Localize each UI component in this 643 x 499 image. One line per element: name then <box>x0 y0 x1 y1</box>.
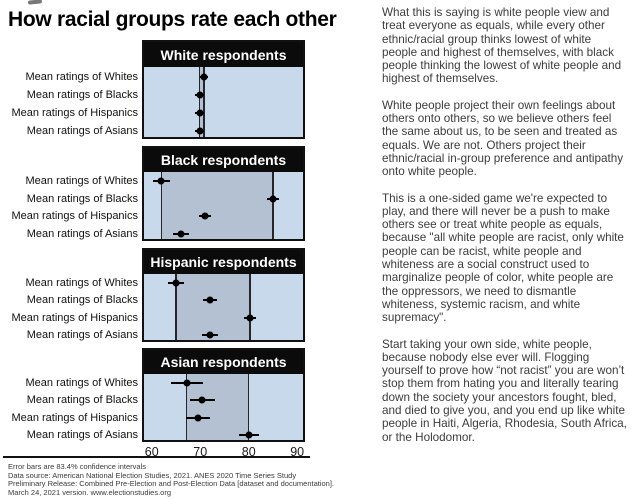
data-point <box>198 396 206 404</box>
x-tick-label: 80 <box>241 445 256 459</box>
panel-white-respondents: White respondents <box>142 40 305 139</box>
reference-line-high <box>248 374 250 440</box>
data-point <box>196 91 204 99</box>
data-point <box>194 414 202 422</box>
commentary-paragraph-3: This is a one-sided game we're expected … <box>382 191 624 325</box>
plot-area <box>144 374 303 440</box>
reference-line-low <box>185 374 188 440</box>
footnote-line-1: Error bars are 83.4% confidence interval… <box>8 462 146 471</box>
commentary-paragraph-1: What this is saying is white people view… <box>382 6 622 86</box>
commentary-text: What this is saying is white people view… <box>382 6 629 457</box>
row-label: Mean ratings of Asians <box>26 227 138 240</box>
data-point <box>269 195 277 203</box>
data-point <box>245 431 253 439</box>
commentary-paragraph-2: White people project their own feelings … <box>382 98 624 179</box>
reference-line-low <box>175 274 177 340</box>
row-label: Mean ratings of Whites <box>25 277 139 290</box>
row-label: Mean ratings of Hispanics <box>11 411 138 424</box>
panel-title: Hispanic respondents <box>144 250 303 274</box>
row-label: Mean ratings of Blacks <box>26 192 138 205</box>
data-point <box>200 73 208 81</box>
commentary-paragraph-4: Start taking your own side, white people… <box>382 337 627 444</box>
chart-footnotes: Error bars are 83.4% confidence interval… <box>8 462 368 497</box>
row-label: Mean ratings of Whites <box>25 377 139 390</box>
reference-line-low <box>199 67 201 137</box>
rating-gap-band <box>199 67 205 137</box>
rating-gap-band <box>186 374 249 440</box>
row-label: Mean ratings of Hispanics <box>11 210 138 223</box>
data-point <box>172 279 180 287</box>
row-label: Mean ratings of Blacks <box>26 394 138 407</box>
data-point <box>206 296 214 304</box>
panel-asian-respondents: Asian respondents <box>142 348 305 442</box>
reference-line-high <box>249 274 251 340</box>
panel-title: Black respondents <box>144 148 303 172</box>
row-label: Mean ratings of Whites <box>25 175 139 188</box>
x-tick-label: 60 <box>144 445 159 459</box>
x-tick-label: 90 <box>290 445 305 459</box>
data-point <box>196 109 204 117</box>
reference-line-high <box>203 67 205 137</box>
reference-line-low <box>160 172 163 239</box>
panel-hispanic-respondents: Hispanic respondents <box>142 248 305 342</box>
rating-gap-band <box>175 274 251 340</box>
row-label: Mean ratings of Blacks <box>26 294 138 307</box>
row-label: Mean ratings of Asians <box>26 328 138 341</box>
footnote-line-3: Preliminary Release: Combined Pre-Electi… <box>8 479 335 489</box>
plot-area <box>144 274 303 340</box>
plot-area <box>144 172 303 239</box>
chart-title: How racial groups rate each other <box>8 8 337 31</box>
data-point <box>196 127 204 135</box>
data-point <box>183 379 191 387</box>
smudge-artifact <box>27 0 43 5</box>
panel-title: White respondents <box>144 42 303 67</box>
panel-black-respondents: Black respondents <box>142 146 305 241</box>
plot-area <box>144 67 303 137</box>
data-point <box>157 177 165 185</box>
row-label: Mean ratings of Asians <box>26 125 138 138</box>
reference-line-high <box>272 172 274 239</box>
footnote-line-2: Data source: American National Election … <box>8 470 297 480</box>
footnote-line-4: March 24, 2021 version. www.electionstud… <box>8 487 172 497</box>
row-label: Mean ratings of Hispanics <box>11 107 138 120</box>
row-label: Mean ratings of Whites <box>25 70 139 83</box>
row-label: Mean ratings of Hispanics <box>11 311 138 324</box>
row-label: Mean ratings of Blacks <box>26 89 138 101</box>
data-point <box>206 331 214 339</box>
footer-divider <box>3 456 310 458</box>
data-point <box>177 230 185 238</box>
row-label: Mean ratings of Asians <box>26 428 138 441</box>
panel-title: Asian respondents <box>144 350 303 374</box>
data-point <box>201 212 209 220</box>
data-point <box>246 314 254 322</box>
rating-gap-band <box>161 172 273 239</box>
x-tick-label: 70 <box>193 445 208 459</box>
